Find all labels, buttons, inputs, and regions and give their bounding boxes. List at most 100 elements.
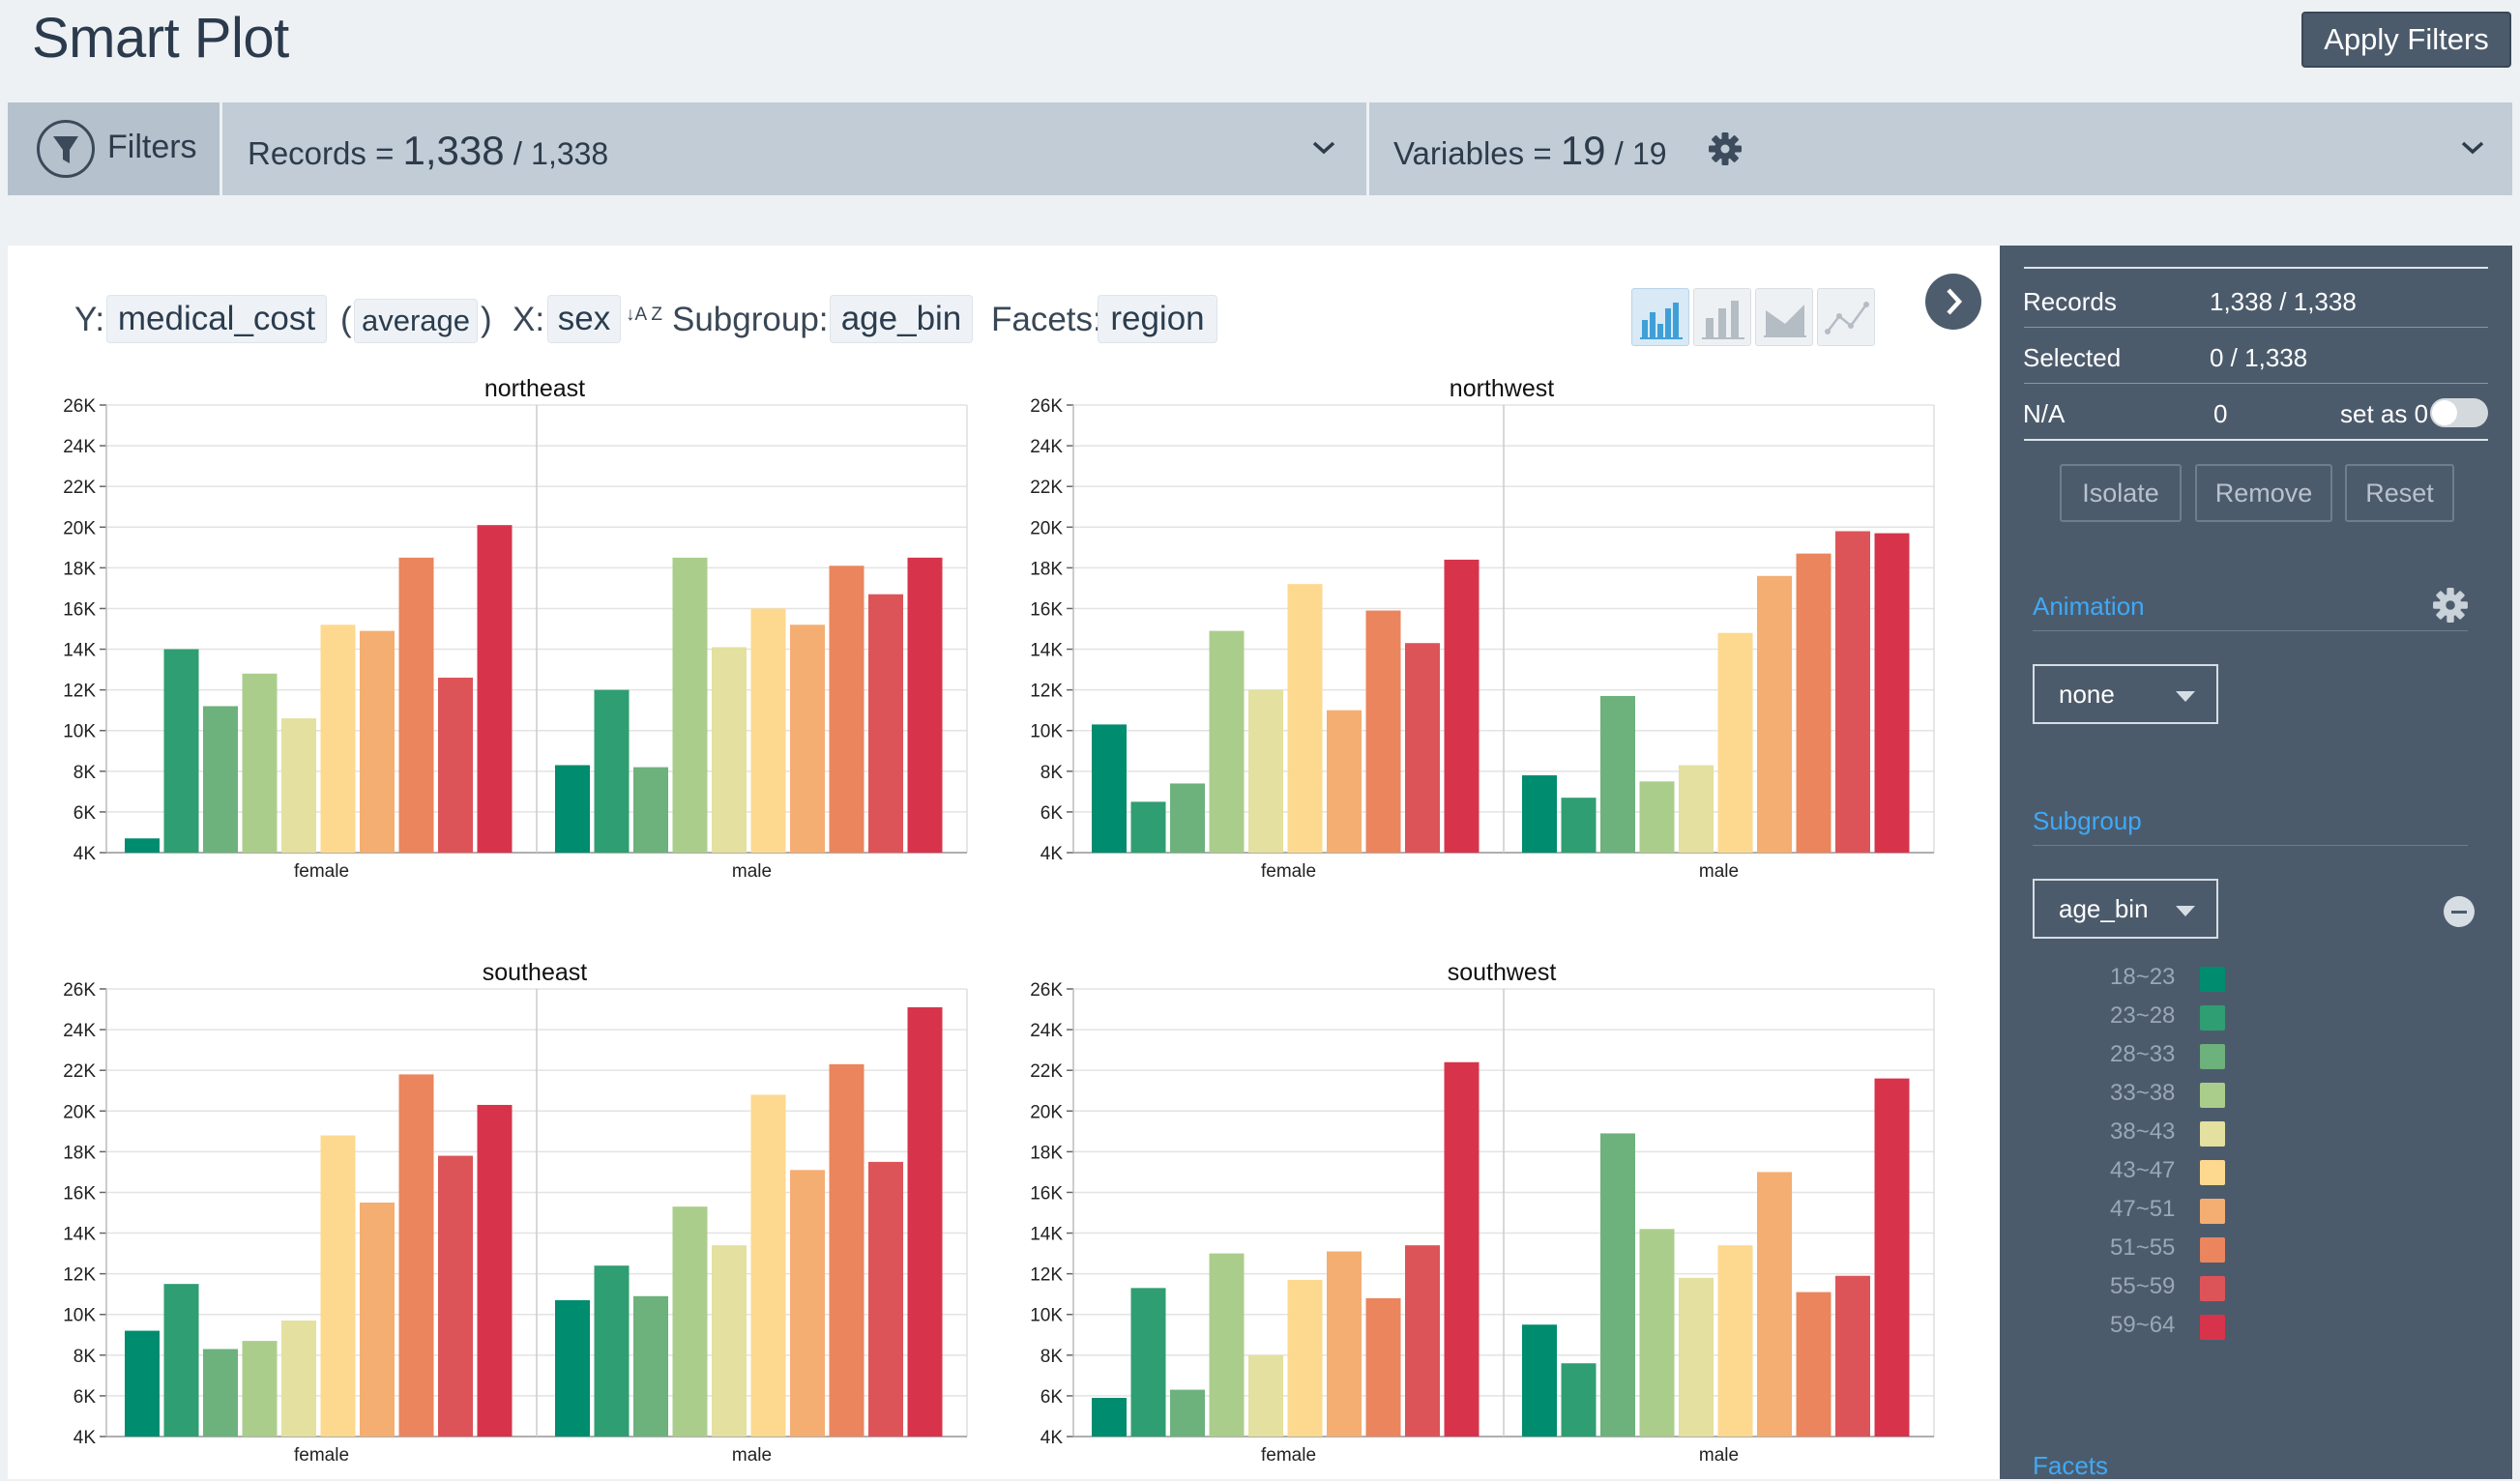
bar-female-28~33 <box>203 706 238 853</box>
y-tick-label: 16K <box>1030 599 1063 620</box>
records-summary: Records = 1,338 / 1,338 <box>248 128 609 173</box>
legend-swatch[interactable] <box>2200 1160 2225 1185</box>
y-tick-label: 18K <box>63 1143 96 1163</box>
bar-male-23~28 <box>594 689 630 853</box>
apply-filters-button[interactable]: Apply Filters <box>2301 12 2511 68</box>
facet-southwest: 4K 6K 8K 10K 12K 14K 16K 18K 20K 22K 24K 26K southwe… <box>1030 959 1935 1466</box>
isolate-button[interactable]: Isolate <box>2060 464 2182 522</box>
area-chart-button[interactable] <box>1755 288 1813 346</box>
y-tick-label: 4K <box>73 1428 97 1448</box>
legend-swatch[interactable] <box>2200 1199 2225 1224</box>
bar-female-47~51 <box>360 630 395 853</box>
bar-female-43~47 <box>320 624 356 853</box>
y-tick-label: 24K <box>1030 437 1063 457</box>
animation-title: Animation <box>2033 592 2145 621</box>
y-tick-label: 22K <box>1030 478 1063 498</box>
x-tick-label: male <box>732 861 772 882</box>
bar-male-55~59 <box>868 594 903 853</box>
y-tick-label: 26K <box>63 980 96 1001</box>
facet-title: southeast <box>483 959 587 986</box>
bar-male-23~28 <box>594 1265 630 1437</box>
variables-total: 19 <box>1632 136 1667 171</box>
bar-female-55~59 <box>1405 1245 1440 1437</box>
bar-female-28~33 <box>1170 1389 1205 1437</box>
bar-male-38~43 <box>1679 765 1714 853</box>
bar-male-59~64 <box>1874 533 1910 853</box>
grouped-bar-chart-button[interactable] <box>1631 288 1689 346</box>
legend-label: 51~55 <box>2110 1234 2176 1261</box>
legend-swatch[interactable] <box>2200 1315 2225 1340</box>
y-tick-label: 14K <box>1030 1225 1063 1245</box>
records-value: 1,338 / 1,338 <box>2210 287 2357 316</box>
variables-chevron-down-icon[interactable] <box>2460 139 2485 157</box>
x-tick-label: male <box>1699 1445 1739 1466</box>
x-tick-label: male <box>732 1445 772 1466</box>
bar-female-59~64 <box>477 1104 513 1437</box>
set-as-zero-label: set as 0 <box>2340 399 2429 428</box>
bar-female-51~55 <box>398 557 434 853</box>
bar-male-23~28 <box>1561 798 1597 853</box>
y-tick-label: 22K <box>63 478 96 498</box>
aggregation-chip[interactable]: average <box>354 299 478 343</box>
facet-title: northwest <box>1450 375 1554 402</box>
legend-swatch[interactable] <box>2200 1005 2225 1031</box>
y-tick-label: 14K <box>63 641 96 661</box>
bar-male-33~38 <box>1639 1229 1675 1437</box>
y-tick-label: 12K <box>1030 682 1063 702</box>
y-tick-label: 20K <box>1030 518 1063 538</box>
gear-icon[interactable] <box>1708 131 1743 166</box>
facet-title: northeast <box>484 375 585 402</box>
legend-swatch[interactable] <box>2200 1044 2225 1069</box>
bar-female-28~33 <box>1170 783 1205 853</box>
records-chevron-down-icon[interactable] <box>1311 139 1336 157</box>
legend-swatch[interactable] <box>2200 1083 2225 1108</box>
y-tick-label: 6K <box>1040 803 1064 824</box>
bar-female-33~38 <box>1209 1253 1245 1437</box>
filters-toggle[interactable]: Filters <box>8 102 220 195</box>
reset-button[interactable]: Reset <box>2345 464 2454 522</box>
legend-label: 55~59 <box>2110 1273 2176 1299</box>
funnel-icon <box>37 120 95 178</box>
y-tick-label: 24K <box>1030 1021 1063 1041</box>
y-tick-label: 8K <box>73 763 97 783</box>
y-tick-label: 24K <box>63 1021 96 1041</box>
bar-male-28~33 <box>633 1295 668 1437</box>
legend-swatch[interactable] <box>2200 1121 2225 1147</box>
facet-title: southwest <box>1448 959 1557 986</box>
bar-chart-button[interactable] <box>1693 288 1751 346</box>
legend-label: 47~51 <box>2110 1196 2176 1222</box>
subgroup-select-value: age_bin <box>2059 893 2149 923</box>
subgroup-select[interactable]: age_bin <box>2033 879 2218 939</box>
set-as-zero-toggle[interactable] <box>2430 398 2488 427</box>
page-title: Smart Plot <box>32 7 289 70</box>
legend-swatch[interactable] <box>2200 1237 2225 1263</box>
legend-swatch[interactable] <box>2200 1276 2225 1301</box>
bar-male-51~55 <box>1796 553 1831 853</box>
faceted-bar-chart: 4K 6K 8K 10K 12K 14K 16K 18K 20K 22K 24K 26K northea… <box>63 375 1935 1466</box>
sort-az-icon[interactable]: ↓A Z <box>626 305 663 325</box>
bar-male-23~28 <box>1561 1363 1597 1437</box>
animation-settings-gear-icon[interactable] <box>2432 587 2469 624</box>
bar-female-23~28 <box>163 649 199 853</box>
legend-swatch[interactable] <box>2200 967 2225 992</box>
facets-title: Facets <box>2033 1451 2109 1480</box>
line-chart-button[interactable] <box>1817 288 1875 346</box>
bar-female-28~33 <box>203 1349 238 1437</box>
bar-female-18~23 <box>125 1330 160 1437</box>
bar-male-18~23 <box>555 765 590 853</box>
y-variable-chip[interactable]: medical_cost <box>106 295 327 343</box>
toggle-sidebar-button[interactable] <box>1925 274 1981 330</box>
y-tick-label: 8K <box>73 1347 97 1367</box>
y-tick-label: 16K <box>63 1183 96 1204</box>
facets-variable-chip[interactable]: region <box>1098 295 1217 343</box>
y-tick-label: 10K <box>63 1306 96 1326</box>
filters-label: Filters <box>107 129 197 165</box>
x-variable-chip[interactable]: sex <box>547 295 621 343</box>
y-tick-label: 12K <box>63 1265 96 1286</box>
remove-subgroup-icon[interactable] <box>2444 896 2475 927</box>
subgroup-variable-chip[interactable]: age_bin <box>830 295 973 343</box>
y-tick-label: 12K <box>1030 1265 1063 1286</box>
animation-select[interactable]: none <box>2033 664 2218 724</box>
remove-button[interactable]: Remove <box>2195 464 2332 522</box>
bar-female-43~47 <box>1287 1279 1323 1437</box>
